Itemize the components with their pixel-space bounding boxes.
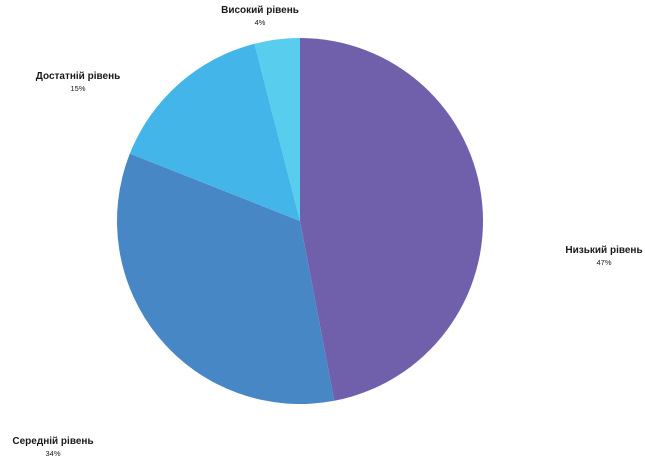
slice-label-high: Високий рівень 4% xyxy=(190,5,330,27)
slice-label-medium-percent: 34% xyxy=(45,448,61,458)
pie-slice-high xyxy=(254,38,300,221)
slice-label-high-percent: 4% xyxy=(254,17,266,27)
slice-label-sufficient-name: Достатній рівень xyxy=(35,71,121,82)
slice-label-high-name: Високий рівень xyxy=(221,5,299,16)
pie-slice-sufficient xyxy=(129,43,300,221)
slice-label-sufficient-percent: 15% xyxy=(70,83,86,93)
pie-slices xyxy=(116,37,484,405)
slice-label-medium-name: Середній рівень xyxy=(12,436,94,447)
pie-slice-medium xyxy=(116,153,335,405)
slice-label-low: Низький рівень 47% xyxy=(548,245,645,267)
slice-label-low-name: Низький рівень xyxy=(565,245,643,256)
slice-label-low-percent: 47% xyxy=(596,257,612,267)
pie-slice-low xyxy=(300,37,484,401)
slice-label-sufficient: Достатній рівень 15% xyxy=(18,71,138,93)
slice-label-medium: Середній рівень 34% xyxy=(0,436,108,458)
